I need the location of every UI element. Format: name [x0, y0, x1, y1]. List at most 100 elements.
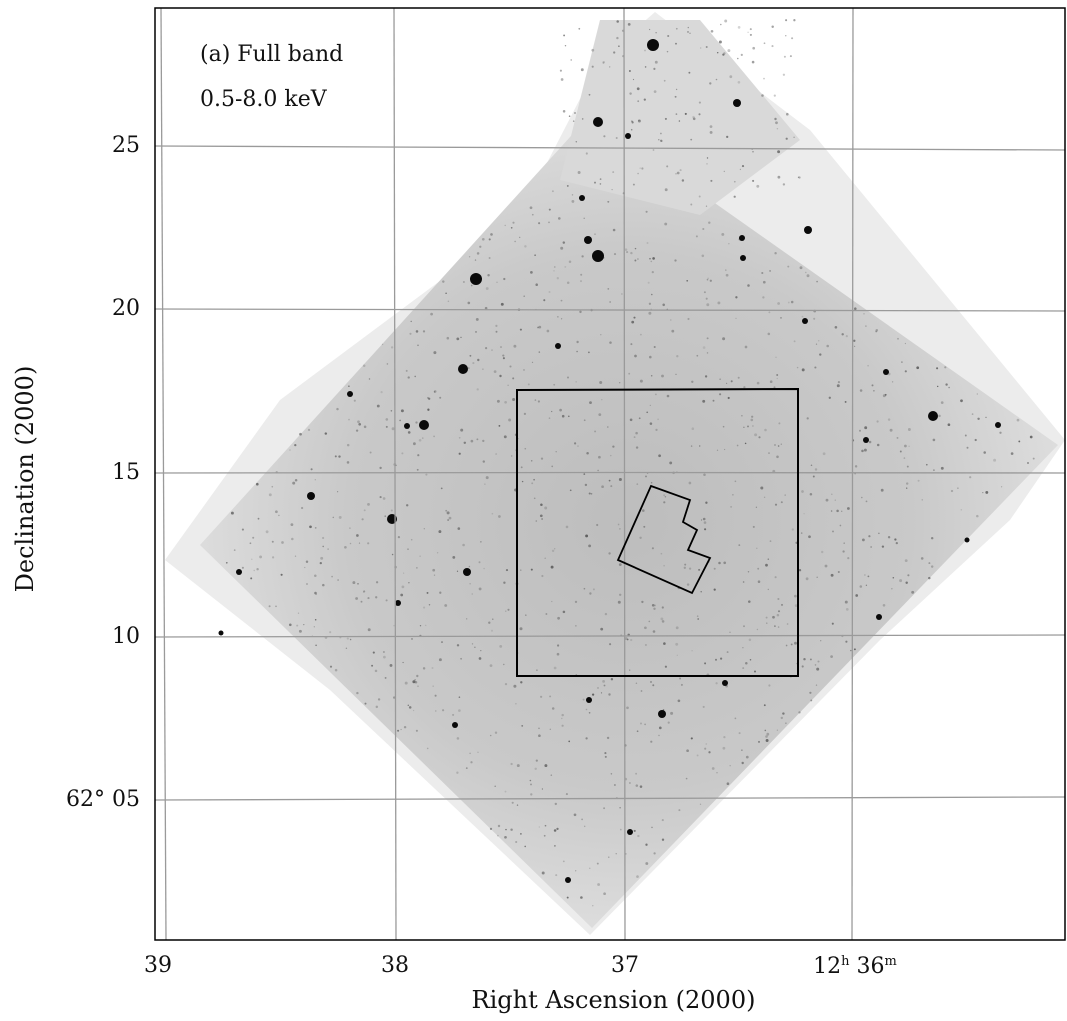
background-speckle	[648, 302, 652, 305]
background-speckle	[663, 501, 666, 504]
background-speckle	[521, 724, 524, 727]
background-speckle	[637, 100, 640, 103]
background-speckle	[690, 737, 693, 740]
background-speckle	[329, 665, 333, 668]
background-speckle	[876, 443, 880, 447]
background-speckle	[700, 590, 702, 593]
background-speckle	[338, 515, 342, 519]
background-speckle	[722, 337, 726, 341]
background-speckle	[743, 386, 746, 389]
background-speckle	[723, 735, 726, 739]
background-speckle	[574, 442, 577, 445]
background-speckle	[773, 386, 776, 389]
background-speckle	[735, 317, 737, 319]
background-speckle	[644, 626, 647, 630]
background-speckle	[644, 66, 647, 68]
background-speckle	[641, 600, 644, 604]
background-speckle	[307, 428, 311, 432]
background-speckle	[755, 506, 758, 508]
background-speckle	[730, 506, 732, 508]
background-speckle	[251, 558, 253, 560]
background-speckle	[789, 55, 792, 58]
background-speckle	[349, 638, 352, 641]
background-speckle	[476, 388, 479, 391]
background-speckle	[379, 466, 382, 470]
background-speckle	[485, 476, 489, 480]
background-speckle	[478, 561, 481, 564]
background-speckle	[563, 34, 566, 37]
background-speckle	[800, 532, 803, 534]
background-speckle	[562, 610, 566, 614]
background-speckle	[557, 217, 561, 220]
background-speckle	[895, 541, 898, 545]
background-speckle	[508, 418, 512, 422]
background-speckle	[538, 325, 542, 329]
background-speckle	[837, 570, 840, 574]
background-speckle	[717, 301, 721, 305]
background-speckle	[470, 761, 473, 764]
background-speckle	[490, 233, 493, 236]
background-speckle	[386, 363, 389, 365]
background-speckle	[322, 536, 325, 540]
background-speckle	[719, 378, 721, 380]
background-speckle	[367, 628, 371, 632]
background-speckle	[845, 335, 848, 338]
background-speckle	[534, 254, 536, 256]
background-speckle	[544, 824, 547, 827]
background-speckle	[661, 819, 664, 822]
background-speckle	[603, 892, 606, 896]
background-speckle	[748, 638, 752, 642]
background-speckle	[703, 473, 706, 477]
background-speckle	[573, 813, 577, 817]
background-speckle	[882, 603, 886, 607]
background-speckle	[554, 802, 557, 806]
background-speckle	[390, 410, 393, 412]
background-speckle	[616, 20, 619, 23]
background-speckle	[463, 441, 467, 445]
background-speckle	[983, 451, 986, 454]
background-speckle	[367, 542, 370, 545]
background-speckle	[765, 735, 768, 738]
xray-point-source	[627, 829, 633, 835]
background-speckle	[304, 566, 306, 569]
panel-label: (a) Full band	[200, 42, 344, 67]
background-speckle	[407, 704, 410, 707]
background-speckle	[780, 716, 783, 720]
background-speckle	[574, 600, 578, 604]
background-speckle	[445, 292, 447, 294]
dec-grid-line	[154, 308, 1066, 312]
background-speckle	[479, 245, 482, 248]
background-speckle	[544, 764, 548, 768]
background-speckle	[865, 584, 868, 586]
background-speckle	[322, 545, 324, 548]
background-speckle	[382, 497, 386, 500]
background-speckle	[607, 426, 609, 428]
background-speckle	[810, 699, 813, 702]
xray-point-source	[928, 411, 938, 421]
background-speckle	[494, 731, 498, 734]
x-axis-title: Right Ascension (2000)	[471, 986, 756, 1014]
background-speckle	[930, 536, 934, 540]
background-speckle	[737, 376, 740, 379]
background-speckle	[531, 361, 534, 364]
background-speckle	[474, 646, 476, 648]
background-speckle	[627, 23, 631, 26]
background-speckle	[583, 825, 586, 828]
background-speckle	[604, 755, 607, 758]
background-speckle	[766, 732, 770, 736]
background-speckle	[625, 853, 627, 855]
background-speckle	[719, 393, 722, 396]
background-speckle	[678, 120, 681, 122]
background-speckle	[704, 528, 707, 531]
background-speckle	[346, 443, 350, 447]
background-speckle	[520, 833, 522, 835]
background-speckle	[765, 616, 768, 619]
background-speckle	[408, 581, 410, 584]
background-speckle	[407, 548, 409, 550]
background-speckle	[706, 352, 709, 354]
background-speckle	[496, 281, 498, 284]
background-speckle	[363, 509, 366, 512]
background-speckle	[809, 691, 812, 694]
background-speckle	[696, 615, 699, 617]
background-speckle	[540, 457, 544, 460]
